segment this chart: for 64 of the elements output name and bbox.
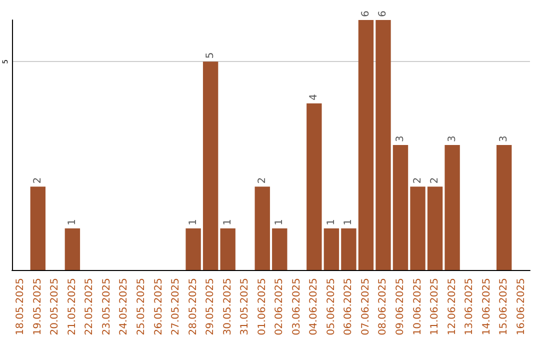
bar	[30, 186, 46, 270]
x-tick-label: 05.06.2025	[326, 278, 337, 336]
bar	[324, 228, 340, 270]
x-tick-label: 01.06.2025	[256, 278, 268, 336]
data-label: 2	[256, 177, 268, 184]
x-tick-label: 24.05.2025	[118, 278, 130, 336]
x-tick-label: 12.06.2025	[446, 278, 458, 336]
bar	[202, 62, 218, 270]
data-label: 3	[395, 136, 406, 142]
x-tick-label: 19.05.2025	[32, 278, 44, 336]
bar	[220, 228, 236, 270]
x-tick-label: 10.06.2025	[412, 278, 424, 336]
bar	[427, 186, 443, 270]
bar	[341, 228, 356, 270]
x-tick-label: 30.05.2025	[222, 278, 234, 336]
x-tick-label: 03.06.2025	[291, 278, 302, 336]
bar	[410, 186, 426, 270]
data-label: 2	[412, 177, 424, 184]
data-label: 1	[343, 218, 354, 226]
x-tick-label: 14.06.2025	[481, 278, 492, 336]
data-label: 6	[378, 10, 389, 17]
x-tick-label: 07.06.2025	[360, 278, 372, 336]
data-label: 3	[498, 136, 510, 142]
bar	[186, 228, 201, 270]
bar	[496, 145, 512, 270]
x-tick-label: 09.06.2025	[395, 278, 406, 336]
x-tick-label: 29.05.2025	[205, 278, 216, 336]
data-label: 1	[222, 218, 234, 226]
bar	[306, 103, 322, 270]
bar	[272, 228, 288, 270]
x-tick-label: 06.06.2025	[343, 278, 354, 336]
data-label: 1	[66, 218, 78, 226]
bar	[64, 228, 80, 270]
data-label: 1	[274, 218, 286, 226]
x-tick-label: 26.05.2025	[153, 278, 164, 336]
bar	[444, 145, 460, 270]
bar	[358, 20, 374, 270]
data-label: 1	[188, 218, 199, 226]
x-tick-label: 04.06.2025	[308, 278, 320, 336]
x-tick-label: 15.06.2025	[498, 278, 510, 336]
x-tick-label: 13.06.2025	[464, 278, 476, 336]
x-tick-label: 22.05.2025	[84, 278, 96, 336]
x-tick-label: 25.05.2025	[136, 278, 147, 336]
data-label: 1	[326, 218, 337, 226]
bar	[254, 186, 270, 270]
bar	[392, 145, 408, 270]
x-tick-label: 11.06.2025	[430, 278, 441, 336]
x-tick-label: 20.05.2025	[50, 278, 61, 336]
data-label: 5	[205, 52, 216, 59]
x-tick-label: 18.05.2025	[15, 278, 26, 336]
x-tick-label: 16.06.2025	[516, 278, 527, 336]
x-tick-label: 31.05.2025	[240, 278, 251, 336]
data-label: 4	[308, 94, 320, 100]
bar	[376, 20, 391, 270]
x-tick-label: 08.06.2025	[378, 278, 389, 336]
x-tick-label: 02.06.2025	[274, 278, 286, 336]
x-tick-label: 23.05.2025	[101, 278, 112, 336]
x-tick-label: 27.05.2025	[170, 278, 182, 336]
data-label: 2	[430, 177, 441, 184]
data-label: 3	[446, 136, 458, 142]
data-label: 6	[360, 10, 372, 17]
x-tick-label: 28.05.2025	[188, 278, 199, 336]
data-label: 2	[32, 177, 44, 184]
x-tick-label: 21.05.2025	[66, 278, 78, 336]
